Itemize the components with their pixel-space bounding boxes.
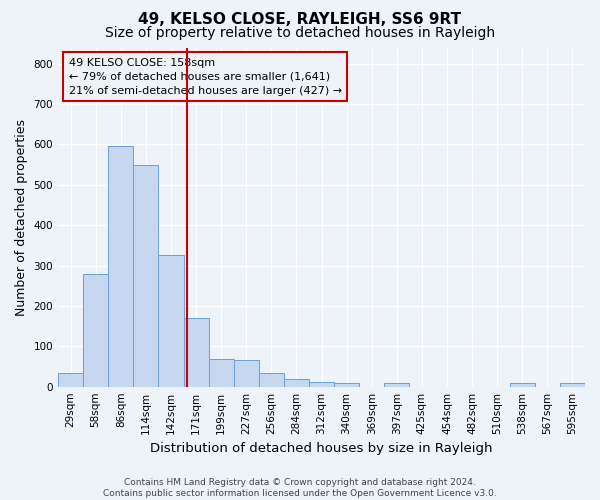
Bar [209,359,233,386]
Text: Size of property relative to detached houses in Rayleigh: Size of property relative to detached ho… [105,26,495,40]
Bar [184,318,209,386]
Bar [158,256,184,386]
Text: Contains HM Land Registry data © Crown copyright and database right 2024.
Contai: Contains HM Land Registry data © Crown c… [103,478,497,498]
Bar [259,372,284,386]
Bar [384,384,409,386]
X-axis label: Distribution of detached houses by size in Rayleigh: Distribution of detached houses by size … [150,442,493,455]
Bar [284,378,309,386]
Bar [58,372,83,386]
Bar [233,360,259,386]
Text: 49, KELSO CLOSE, RAYLEIGH, SS6 9RT: 49, KELSO CLOSE, RAYLEIGH, SS6 9RT [139,12,461,28]
Bar [108,146,133,386]
Bar [309,382,334,386]
Bar [334,384,359,386]
Bar [133,164,158,386]
Bar [560,384,585,386]
Text: 49 KELSO CLOSE: 158sqm
← 79% of detached houses are smaller (1,641)
21% of semi-: 49 KELSO CLOSE: 158sqm ← 79% of detached… [68,58,342,96]
Bar [510,384,535,386]
Bar [83,274,108,386]
Y-axis label: Number of detached properties: Number of detached properties [15,118,28,316]
